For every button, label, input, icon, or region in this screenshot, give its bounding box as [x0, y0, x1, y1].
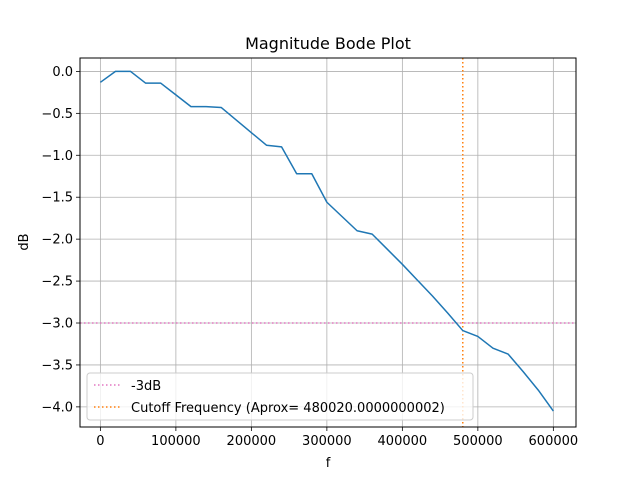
x-axis-label: f — [326, 456, 331, 471]
x-tick-label: 500000 — [453, 434, 503, 449]
plot-frame — [79, 57, 577, 428]
x-axis: 0 100000 200000 300000 400000 500000 600000 — [96, 427, 578, 449]
legend: -3dB Cutoff Frequency (Aprox= 480020.000… — [86, 372, 474, 421]
y-tick-label: −0.5 — [41, 107, 73, 122]
magnitude-series-line — [99, 70, 554, 412]
legend-box — [86, 372, 474, 421]
y-tick-label: −1.5 — [41, 191, 73, 206]
y-tick-label: −2.0 — [41, 233, 73, 248]
x-tick-label: 300000 — [302, 434, 352, 449]
legend-label-cutoff: Cutoff Frequency (Aprox= 480020.00000000… — [131, 401, 445, 416]
x-tick-label: 100000 — [151, 434, 201, 449]
x-tick-label: 400000 — [378, 434, 428, 449]
y-tick-label: −3.5 — [41, 358, 73, 373]
x-tick-label: 200000 — [227, 434, 277, 449]
plot-content — [80, 58, 576, 427]
chart-title: Magnitude Bode Plot — [245, 34, 411, 53]
y-tick-label: −3.0 — [41, 317, 73, 332]
y-tick-label: −1.0 — [41, 149, 73, 164]
y-axis: 0.0 −0.5 −1.0 −1.5 −2.0 −2.5 −3.0 −3.5 −4.0 — [41, 65, 80, 415]
y-tick-label: −2.5 — [41, 275, 73, 290]
x-tick-label: 0 — [96, 434, 104, 449]
legend-label-minus3db: -3dB — [131, 379, 161, 394]
x-tick-label: 600000 — [529, 434, 579, 449]
y-tick-label: 0.0 — [52, 65, 73, 80]
y-tick-label: −4.0 — [41, 400, 73, 415]
y-axis-label: dB — [17, 233, 32, 250]
